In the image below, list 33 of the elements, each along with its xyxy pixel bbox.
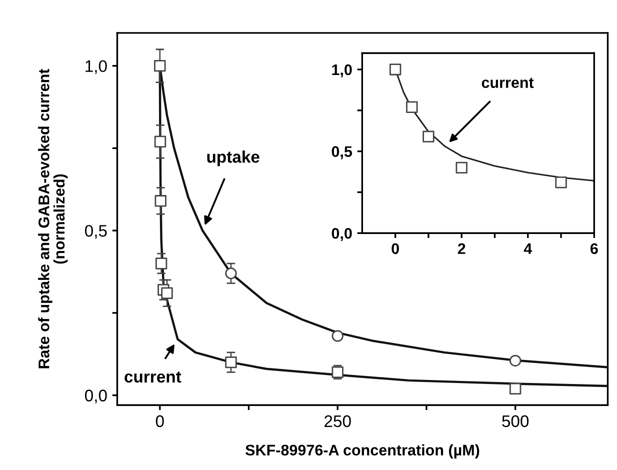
y-tick-label: 0,5 [332,146,352,160]
point [154,60,166,72]
x-tick-label: 4 [524,243,532,254]
y-tick-label: 0,0 [332,228,352,242]
point [225,268,237,280]
point [154,195,166,207]
x-tick-label: 500 [502,415,529,428]
x-axis-title: SKF-89976-A concentration (µM) [245,444,480,459]
y-axis-title: Rate of uptake and GABA-evoked current (normalized) [38,68,68,368]
y-tick-label: 0,5 [84,224,107,239]
point [154,136,166,148]
point [332,330,344,342]
y-tick-label: 1,0 [86,60,107,74]
point [389,64,402,76]
annotation: uptake [207,150,260,166]
point [456,162,468,174]
point [422,130,434,142]
point [509,354,522,367]
x-tick-label: 0 [392,243,399,254]
y-tick-label: 1,0 [332,64,352,78]
annotation: current [482,78,534,88]
point [155,258,168,270]
point [555,176,567,188]
x-tick-label: 6 [590,243,598,254]
point [406,101,418,113]
x-tick-label: 2 [458,243,466,254]
point [509,382,522,395]
x-tick-label: 0 [156,415,164,428]
point [225,356,237,368]
point [161,287,173,299]
y-tick-label: 0,0 [84,390,107,404]
annotation: current [124,372,182,383]
x-tick-label: 250 [324,415,351,428]
